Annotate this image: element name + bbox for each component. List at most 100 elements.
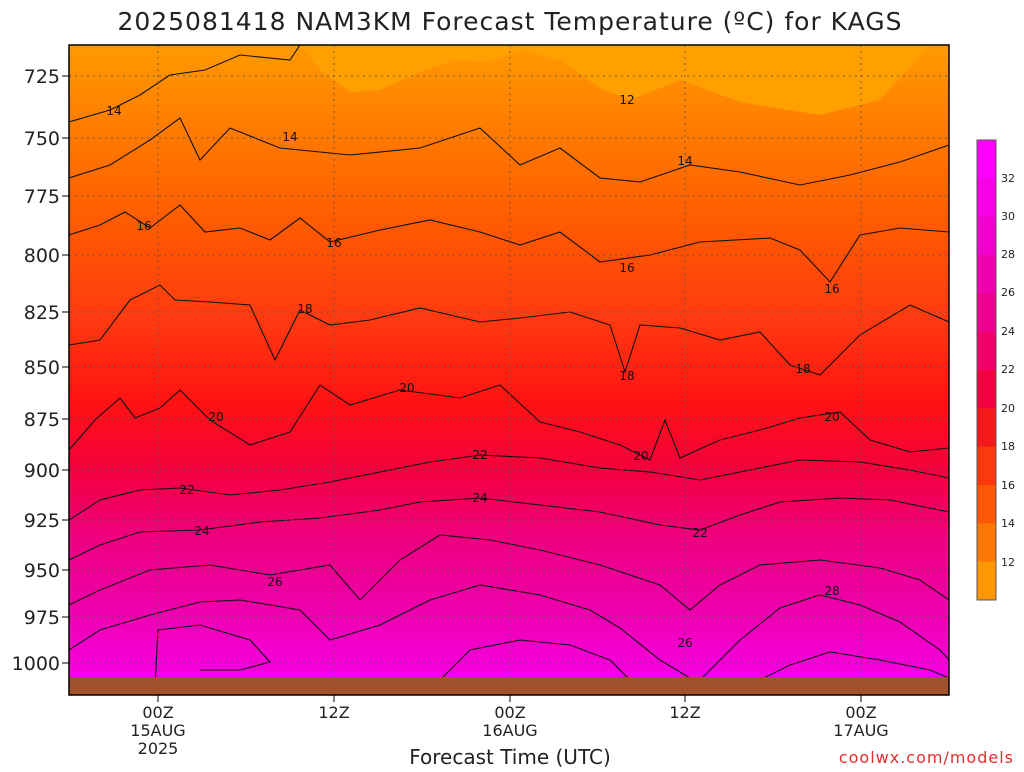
contour-line bbox=[69, 384, 949, 461]
contour-label: 18 bbox=[297, 302, 312, 316]
contour-label: 20 bbox=[633, 449, 648, 463]
colorbar-label: 28 bbox=[1001, 248, 1015, 261]
colorbar-label: 32 bbox=[1001, 172, 1015, 185]
contour-label: 18 bbox=[795, 362, 810, 376]
contour-label: 26 bbox=[677, 636, 692, 650]
colorbar-label: 24 bbox=[1001, 325, 1015, 338]
contour-label: 28 bbox=[824, 584, 839, 598]
colorbar-label: 12 bbox=[1001, 556, 1015, 569]
contour-label: 16 bbox=[326, 236, 341, 250]
chart-title: 2025081418 NAM3KM Forecast Temperature (… bbox=[117, 7, 902, 36]
contour-line bbox=[69, 284, 949, 376]
plot-frame bbox=[68, 44, 950, 696]
cool-region-12 bbox=[300, 45, 930, 115]
contour-label: 14 bbox=[677, 154, 692, 168]
contour-label: 16 bbox=[136, 219, 151, 233]
y-tick-label: 750 bbox=[24, 128, 60, 150]
contour-label-group: 12 14 14 14 16 16 16 16 18 18 18 20 20 2… bbox=[106, 93, 839, 650]
contour-line bbox=[759, 651, 949, 681]
x-tick-label: 00Z bbox=[142, 703, 173, 722]
colorbar-label: 30 bbox=[1001, 210, 1015, 223]
x-tick-label: 00Z bbox=[845, 703, 876, 722]
colorbar-swatch bbox=[977, 216, 996, 256]
temperature-field bbox=[69, 45, 949, 695]
x-tick-date: 16AUG bbox=[482, 721, 537, 740]
colorbar-swatch bbox=[977, 370, 996, 409]
x-tick-date: 15AUG bbox=[130, 721, 185, 740]
colorbar-label: 26 bbox=[1001, 286, 1015, 299]
colorbar-swatch bbox=[977, 446, 996, 486]
contour-line bbox=[69, 117, 949, 186]
x-tick-year: 2025 bbox=[138, 739, 179, 758]
y-tick-label: 900 bbox=[24, 460, 60, 482]
x-axis-title: Forecast Time (UTC) bbox=[409, 745, 611, 768]
y-tick-label: 800 bbox=[24, 245, 60, 267]
contour-line bbox=[69, 454, 949, 521]
contour-label: 26 bbox=[267, 575, 282, 589]
contour-line bbox=[69, 204, 949, 283]
contour-label: 14 bbox=[106, 104, 121, 118]
contour-label: 24 bbox=[194, 524, 209, 538]
colorbar: 32 30 28 26 24 22 20 18 16 14 12 bbox=[976, 139, 1015, 601]
y-tick-label: 775 bbox=[24, 186, 60, 208]
colorbar-swatch bbox=[977, 408, 996, 448]
colorbar-label: 18 bbox=[1001, 440, 1015, 453]
colorbar-swatch bbox=[977, 485, 996, 524]
colorbar-frame bbox=[976, 139, 997, 601]
colorbar-swatch bbox=[977, 255, 996, 294]
y-tick-label: 1000 bbox=[12, 653, 60, 675]
colorbar-swatch bbox=[977, 561, 996, 601]
colorbar-swatch bbox=[977, 293, 996, 333]
y-axis: 725 750 775 800 825 850 875 900 925 950 … bbox=[12, 66, 60, 675]
colorbar-swatch bbox=[977, 523, 996, 563]
x-tick-date: 17AUG bbox=[833, 721, 888, 740]
contour-label: 12 bbox=[619, 93, 634, 107]
contour-label: 16 bbox=[824, 282, 839, 296]
contour-line bbox=[439, 639, 631, 681]
contour-line bbox=[69, 45, 301, 123]
credit-text: coolwx.com/models bbox=[839, 748, 1014, 767]
contour-label: 22 bbox=[692, 526, 707, 540]
x-tick-marks bbox=[157, 695, 862, 702]
y-tick-label: 850 bbox=[24, 357, 60, 379]
y-tick-label: 925 bbox=[24, 510, 60, 532]
x-tick-label: 12Z bbox=[669, 703, 700, 722]
colorbar-swatch bbox=[977, 178, 996, 218]
x-tick-label: 00Z bbox=[494, 703, 525, 722]
contour-line bbox=[69, 584, 691, 679]
contour-label: 20 bbox=[824, 410, 839, 424]
ground-strip bbox=[69, 677, 949, 695]
contour-label: 20 bbox=[399, 381, 414, 395]
grid-lines bbox=[69, 45, 949, 695]
colorbar-swatch bbox=[977, 331, 996, 371]
contour-label: 22 bbox=[179, 483, 194, 497]
contour-label: 14 bbox=[282, 130, 297, 144]
colorbar-label: 20 bbox=[1001, 402, 1015, 415]
contour-lines bbox=[69, 45, 949, 686]
colorbar-label: 14 bbox=[1001, 517, 1015, 530]
contour-line bbox=[699, 594, 949, 681]
y-tick-label: 875 bbox=[24, 409, 60, 431]
y-tick-label: 725 bbox=[24, 66, 60, 88]
x-axis: 00Z 15AUG 2025 12Z 00Z 16AUG 12Z 00Z 17A… bbox=[130, 703, 888, 758]
colorbar-labels: 32 30 28 26 24 22 20 18 16 14 12 bbox=[1001, 172, 1015, 569]
colorbar-swatch bbox=[977, 140, 996, 179]
plot-area: 12 14 14 14 16 16 16 16 18 18 18 20 20 2… bbox=[69, 45, 949, 695]
contour-label: 24 bbox=[472, 491, 487, 505]
y-tick-marks bbox=[62, 75, 69, 664]
y-tick-label: 950 bbox=[24, 560, 60, 582]
contour-label: 20 bbox=[208, 410, 223, 424]
x-tick-label: 12Z bbox=[318, 703, 349, 722]
contour-label: 16 bbox=[619, 261, 634, 275]
colorbar-label: 16 bbox=[1001, 479, 1015, 492]
y-tick-label: 975 bbox=[24, 607, 60, 629]
y-tick-label: 825 bbox=[24, 302, 60, 324]
colorbar-swatches bbox=[977, 140, 996, 601]
contour-label: 18 bbox=[619, 369, 634, 383]
contour-line bbox=[69, 534, 949, 611]
contour-label: 22 bbox=[472, 448, 487, 462]
contour-line bbox=[154, 624, 272, 686]
colorbar-label: 22 bbox=[1001, 363, 1015, 376]
